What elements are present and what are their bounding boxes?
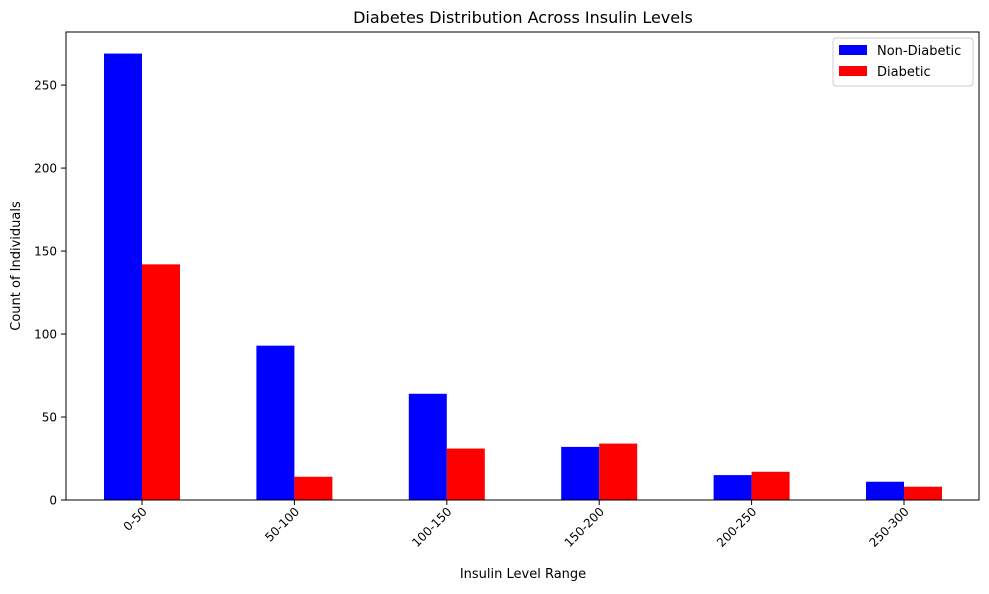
y-tick-label: 50	[42, 411, 57, 425]
y-tick-label: 100	[34, 328, 57, 342]
legend-frame	[832, 37, 974, 87]
x-tick-label: 250-300	[866, 505, 911, 550]
bar-non-diabetic	[256, 345, 295, 500]
bar-non-diabetic	[561, 446, 600, 500]
bar-diabetic	[751, 471, 790, 500]
x-tick-label: 200-250	[714, 505, 759, 550]
bar-diabetic	[904, 486, 942, 500]
y-tick-label: 250	[34, 79, 57, 93]
x-tick-label: 50-100	[262, 505, 302, 545]
y-tick-label: 0	[49, 494, 57, 508]
bar-diabetic	[446, 448, 485, 500]
bar-non-diabetic	[104, 53, 142, 501]
bar-non-diabetic	[866, 481, 904, 500]
bar-diabetic	[142, 264, 180, 500]
y-tick-label: 150	[34, 245, 57, 259]
bar-diabetic	[294, 476, 333, 500]
bar-diabetic	[599, 443, 638, 500]
legend: Non-Diabetic Diabetic	[832, 37, 974, 87]
legend-label: Diabetic	[877, 65, 931, 80]
legend-swatch	[839, 66, 867, 76]
x-tick-label: 100-150	[409, 505, 454, 550]
x-tick-label: 0-50	[121, 505, 150, 534]
bar-non-diabetic	[408, 393, 447, 500]
plot-area: 0 50 100 150 200 250 0-50 50-100 100-150 150-200 2…	[34, 53, 942, 550]
y-tick-label: 200	[34, 162, 57, 176]
x-axis-label: Insulin Level Range	[460, 567, 586, 582]
plot-frame	[65, 31, 980, 501]
legend-label: Non-Diabetic	[877, 44, 961, 59]
x-tick-label: 150-200	[562, 505, 607, 550]
y-axis-label: Count of Individuals	[9, 201, 24, 331]
legend-swatch	[839, 45, 867, 55]
bar-non-diabetic	[713, 475, 752, 500]
chart-title: Diabetes Distribution Across Insulin Lev…	[353, 8, 693, 27]
